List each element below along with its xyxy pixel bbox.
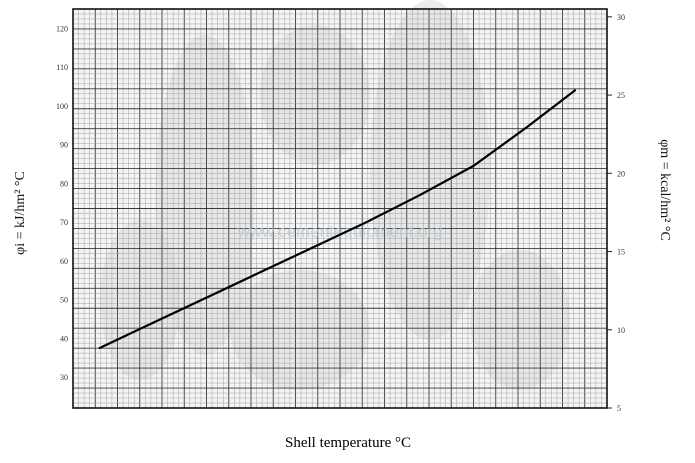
scan-shading [370,0,490,340]
y-tick-left: 70 [60,218,68,227]
y-tick-right: 10 [617,326,625,335]
y-tick-left: 80 [60,179,68,188]
y-tick-right: 30 [617,13,625,22]
y-tick-right: 5 [617,404,621,413]
y-tick-left: 100 [56,102,68,111]
plot-frame [72,8,608,409]
y-tick-right: 25 [617,91,625,100]
y-tick-left: 30 [60,373,68,382]
y-tick-right: 20 [617,169,625,178]
series-line [98,89,577,350]
y-tick-left: 120 [56,24,68,33]
scan-shading [230,270,370,390]
y-axis-title-left: φi = kJ/hm² °C [13,171,28,255]
y-tick-right: 15 [617,248,625,257]
scan-shading [470,250,570,390]
y-tick-left: 40 [60,334,68,343]
x-axis-title: Shell temperature °C [285,435,411,451]
scan-shading [260,25,370,165]
scan-shading [155,35,255,355]
y-tick-left: 90 [60,141,68,150]
y-axis-title-right: φm = kcal/hm² °C [657,139,672,241]
watermark: www.cementequipment.org [236,222,442,241]
y-tick-left: 50 [60,296,68,305]
y-tick-left: 110 [56,63,68,72]
y-tick-left: 60 [60,257,68,266]
